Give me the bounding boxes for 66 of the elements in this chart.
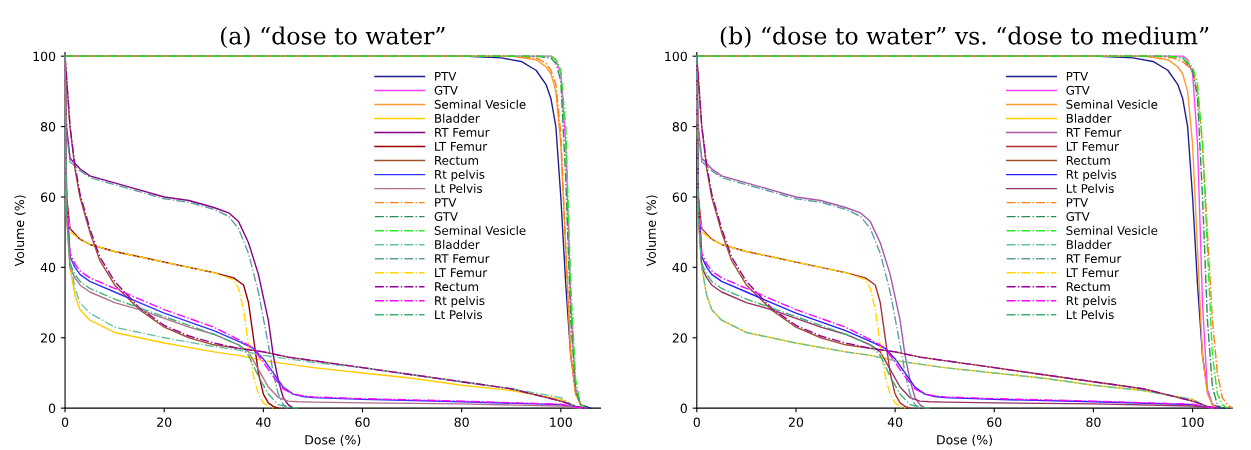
x-tick-label: 0 — [693, 417, 700, 427]
legend-label: PTV — [1066, 198, 1089, 207]
legend-label: Bladder — [1066, 239, 1112, 249]
x-axis-title: Dose (%) — [937, 434, 992, 446]
x-tick-label: 60 — [987, 417, 1002, 427]
legend-label: Lt Pelvis — [1066, 183, 1114, 193]
y-tick-label: 80 — [40, 122, 56, 132]
legend-label: RT Femur — [435, 128, 490, 137]
x-axis-title: Dose (%) — [305, 434, 361, 446]
x-tick-label: 20 — [157, 417, 172, 427]
legend-label: GTV — [1066, 85, 1090, 95]
legend-label: GTV — [1066, 212, 1090, 221]
legend-label: LT Femur — [435, 268, 488, 278]
legend-label: Rectum — [435, 156, 479, 165]
legend-label: RT Femur — [1066, 254, 1122, 264]
y-axis-title: Volume (%) — [646, 195, 658, 267]
x-tick-label: 60 — [355, 417, 370, 427]
y-tick-label: 100 — [665, 51, 687, 62]
legend-label: Seminal Vesicle — [1066, 99, 1158, 109]
legend-label: Bladder — [1066, 113, 1112, 123]
x-tick-label: 100 — [550, 417, 572, 427]
legend-label: LT Femur — [435, 142, 488, 151]
y-tick-label: 20 — [672, 333, 687, 343]
legend-label: Rt pelvis — [435, 295, 485, 308]
legend-label: Seminal Vesicle — [434, 99, 526, 109]
legend-label: Rt pelvis — [1066, 169, 1117, 182]
legend-label: LT Femur — [1066, 268, 1119, 278]
legend-label: Rectum — [1066, 282, 1110, 292]
y-tick-label: 60 — [672, 192, 687, 202]
y-tick-label: 80 — [672, 122, 687, 132]
x-tick-label: 80 — [1086, 417, 1101, 427]
x-tick-label: 20 — [788, 417, 804, 427]
legend-label: Seminal Vesicle — [1066, 225, 1158, 235]
y-tick-label: 20 — [41, 333, 56, 343]
legend-label: Bladder — [435, 113, 480, 123]
y-tick-label: 0 — [48, 403, 56, 414]
legend-label: PTV — [1066, 71, 1089, 81]
y-tick-label: 60 — [40, 192, 56, 202]
legend-label: Rectum — [435, 282, 479, 292]
legend-label: Rectum — [1066, 156, 1110, 165]
chart-title: (b) “dose to water” vs. “dose to medium” — [720, 26, 1209, 48]
y-axis-title: Volume (%) — [14, 195, 26, 267]
legend-label: GTV — [434, 212, 458, 221]
legend-label: Seminal Vesicle — [434, 225, 526, 235]
legend-label: Lt Pelvis — [1066, 309, 1114, 320]
x-tick-label: 40 — [887, 417, 903, 427]
x-tick-label: 100 — [1182, 417, 1204, 427]
x-tick-label: 0 — [61, 417, 69, 427]
y-tick-label: 40 — [672, 262, 687, 273]
legend-label: Lt Pelvis — [435, 183, 483, 193]
chart-title: (a) “dose to water” — [220, 26, 445, 48]
legend-label: PTV — [435, 71, 457, 81]
y-tick-label: 100 — [33, 51, 56, 62]
legend-label: Rt pelvis — [435, 169, 485, 182]
x-tick-label: 40 — [256, 417, 271, 427]
y-tick-label: 0 — [680, 403, 687, 414]
legend-label: PTV — [435, 198, 457, 207]
legend-label: Bladder — [435, 239, 480, 249]
legend-label: GTV — [434, 85, 458, 95]
x-tick-label: 80 — [454, 417, 469, 427]
legend-label: RT Femur — [435, 254, 490, 264]
y-tick-label: 40 — [40, 262, 56, 273]
legend-label: Rt pelvis — [1066, 295, 1117, 308]
legend-label: RT Femur — [1066, 128, 1122, 137]
legend-label: LT Femur — [1066, 142, 1119, 151]
legend-label: Lt Pelvis — [435, 309, 483, 320]
